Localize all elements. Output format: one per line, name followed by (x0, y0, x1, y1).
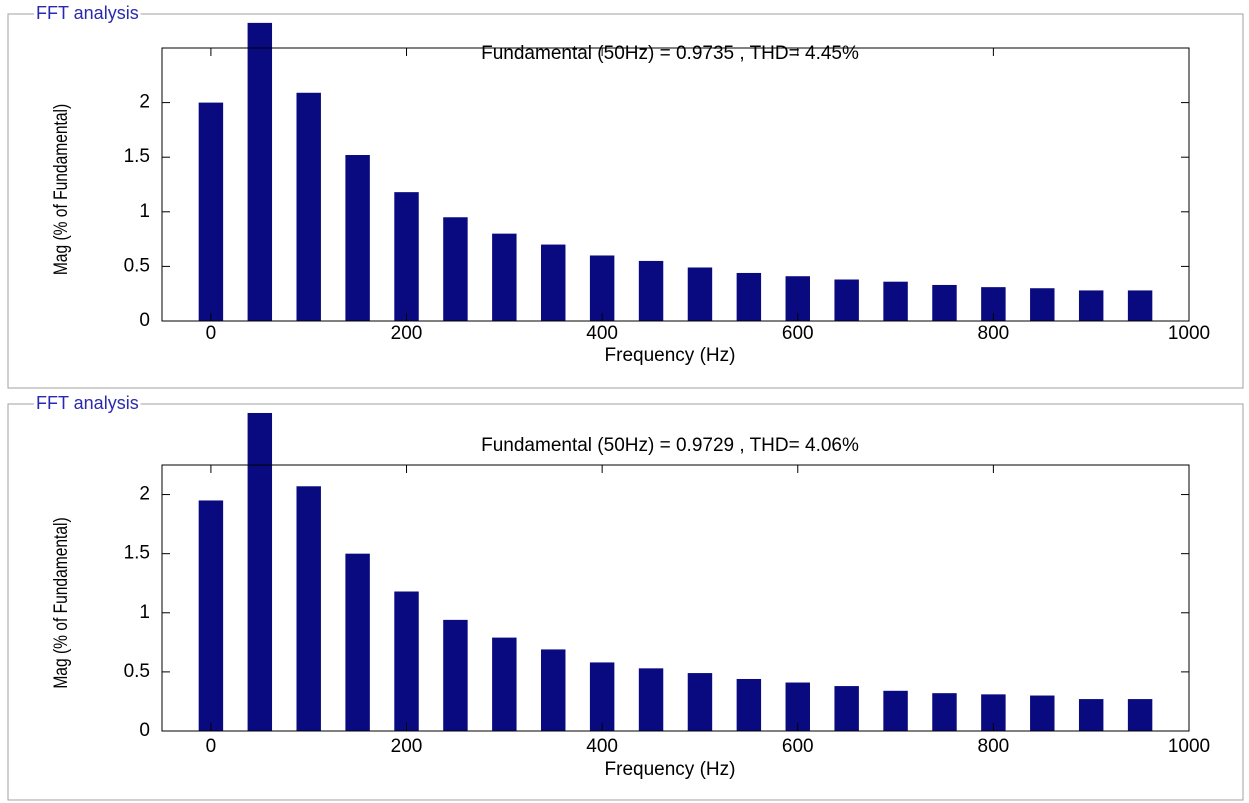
y-tick-label: 2 (139, 484, 150, 505)
x-tick-label: 200 (391, 736, 423, 757)
x-tick-label: 400 (586, 323, 618, 344)
y-axis-label: Mag (% of Fundamental) (50, 104, 72, 275)
y-tick-label: 1.5 (124, 543, 150, 564)
fft-panel: FFT analysis 0 200 400 600 800 1000 0 0.5 1 1.5 2 Fu… (7, 392, 1244, 801)
bar (198, 500, 224, 731)
panel-label: FFT analysis (36, 3, 139, 23)
bar (541, 649, 566, 731)
bar (883, 690, 908, 731)
x-axis-label: Frequency (Hz) (605, 345, 736, 366)
y-tick-label: 2 (139, 92, 150, 113)
y-tick-label: 0 (139, 720, 150, 741)
bar (687, 267, 713, 321)
x-tick-label: 1000 (1168, 736, 1210, 757)
bar (394, 192, 419, 321)
panel-label-bg (34, 392, 141, 413)
x-tick-label: 400 (586, 736, 618, 757)
x-axis-label: Frequency (Hz) (605, 759, 736, 780)
fft-panel: FFT analysis 0 200 400 600 800 1000 0 0.5 1 1.5 2 Fu… (7, 2, 1244, 389)
bar (296, 486, 321, 731)
bar (443, 217, 468, 321)
bar (345, 155, 370, 321)
x-tick-label: 600 (782, 736, 814, 757)
y-tick-label: 1 (139, 602, 150, 623)
x-tick-label: 800 (978, 323, 1010, 344)
bar (932, 284, 957, 321)
bar (687, 673, 713, 731)
bar (834, 279, 859, 321)
axes-background (162, 48, 1189, 321)
bar (589, 255, 615, 321)
bar (247, 22, 273, 321)
bar (296, 92, 321, 321)
bar (1078, 290, 1104, 321)
axes-background (162, 465, 1189, 731)
bar (834, 686, 859, 731)
bar (443, 619, 468, 731)
bar (492, 637, 517, 731)
bar (932, 693, 957, 731)
bar (394, 591, 419, 731)
panel-label-bg (34, 2, 141, 23)
bar (541, 244, 566, 321)
x-tick-label: 1000 (1168, 323, 1210, 344)
x-tick-label: 0 (206, 323, 217, 344)
bar (345, 553, 370, 731)
axes-box (161, 464, 1190, 732)
bar (736, 678, 762, 731)
bar (492, 233, 517, 321)
y-axis-label: Mag (% of Fundamental) (50, 517, 72, 688)
bar (1078, 699, 1104, 731)
y-tick-label: 1.5 (124, 146, 150, 167)
y-tick-label: 0.5 (124, 255, 150, 276)
bar (1127, 290, 1153, 321)
panel-label: FFT analysis (36, 393, 139, 413)
x-tick-label: 800 (978, 736, 1010, 757)
bar (638, 260, 664, 321)
bar (883, 281, 908, 321)
axes-box (161, 47, 1190, 322)
y-tick-label: 1 (139, 201, 150, 222)
bar (1030, 695, 1055, 731)
y-tick-label: 0 (139, 310, 150, 331)
x-tick-label: 200 (391, 323, 423, 344)
bar (247, 412, 273, 731)
y-tick-label: 0.5 (124, 661, 150, 682)
chart-title: Fundamental (50Hz) = 0.9729 , THD= 4.06% (481, 435, 859, 456)
bar (785, 682, 810, 731)
bar (1127, 699, 1153, 731)
x-tick-label: 600 (782, 323, 814, 344)
bar (589, 662, 615, 731)
bar (638, 668, 664, 731)
bar (1030, 288, 1055, 321)
x-tick-label: 0 (206, 736, 217, 757)
chart-title: Fundamental (50Hz) = 0.9735 , THD= 4.45% (481, 43, 859, 64)
bar (736, 272, 762, 321)
bar (198, 102, 224, 321)
